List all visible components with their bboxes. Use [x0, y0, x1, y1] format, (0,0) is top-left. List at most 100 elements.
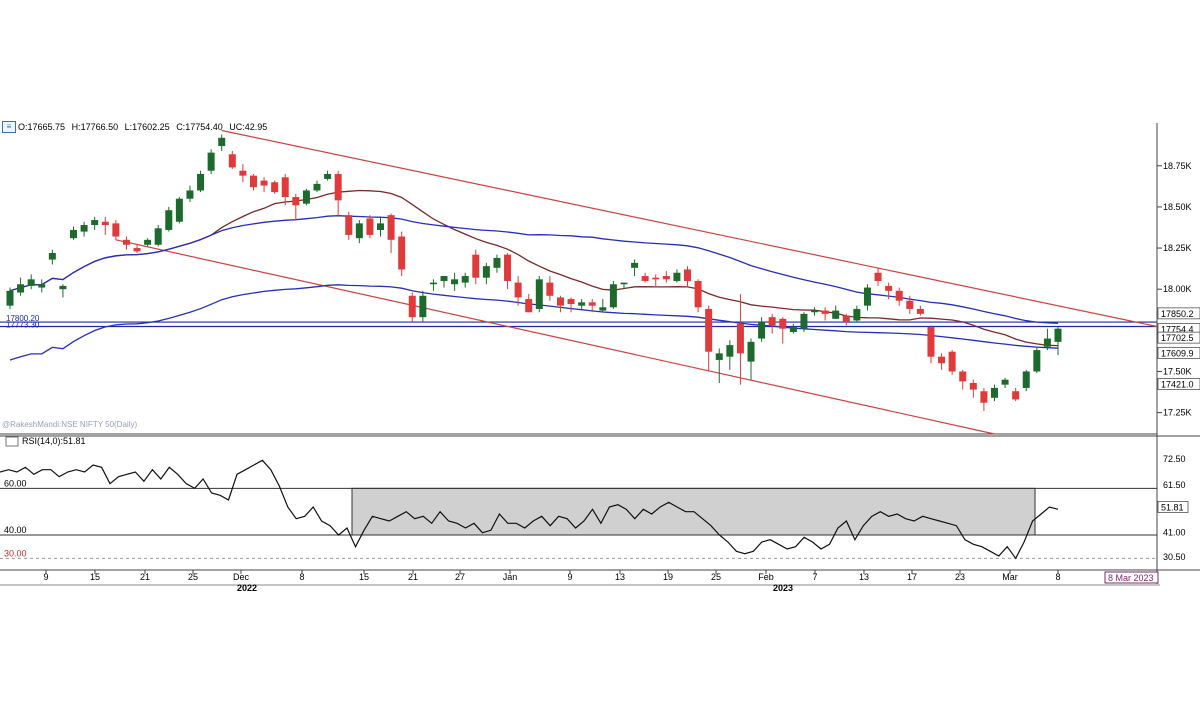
candle-body: [959, 371, 967, 382]
price-label-box: [1157, 307, 1200, 320]
candle-body: [6, 290, 14, 306]
time-tick-label: 25: [711, 572, 721, 582]
candle-body: [1001, 379, 1009, 385]
candle-body: [842, 315, 850, 323]
candle-body: [429, 282, 437, 285]
candle-body: [175, 198, 183, 222]
candle-body: [48, 252, 56, 260]
candle-body: [895, 290, 903, 301]
candle-body: [768, 317, 776, 326]
candle-body: [927, 327, 935, 357]
price-tick-label: 17.50K: [1163, 366, 1192, 376]
candle-body: [239, 170, 247, 176]
candle-body: [779, 318, 787, 329]
rsi-band-label: 40.00: [4, 525, 27, 535]
candle-body: [144, 239, 152, 245]
candle-body: [419, 295, 427, 318]
candle-body: [38, 284, 46, 288]
price-tick-label: 18.00K: [1163, 284, 1192, 294]
candle-body: [863, 287, 871, 306]
date-badge-box: [1104, 571, 1159, 584]
time-tick-label: 23: [955, 572, 965, 582]
candle-body: [366, 218, 374, 235]
candle-body: [705, 308, 713, 352]
candle-body: [504, 254, 512, 281]
candle-body: [758, 322, 766, 339]
candle-body: [59, 285, 67, 290]
candle-body: [70, 229, 78, 239]
candle-body: [313, 183, 321, 191]
candle-body: [853, 308, 861, 321]
year-label: 2022: [237, 583, 257, 593]
time-tick-label: 27: [455, 572, 465, 582]
candle-body: [631, 262, 639, 268]
candle-body: [451, 279, 459, 285]
candle-body: [271, 182, 279, 193]
candle-body: [440, 276, 448, 281]
price-label-box: [1157, 346, 1200, 359]
candle-body: [556, 297, 564, 306]
candle-body: [1012, 391, 1020, 400]
time-tick-label: 9: [567, 572, 572, 582]
rsi-label: RSI(14,0):51.81: [22, 436, 86, 446]
time-tick-label: 25: [188, 572, 198, 582]
time-tick-label: Dec: [233, 572, 250, 582]
time-tick-label: 8: [299, 572, 304, 582]
candle-body: [334, 174, 342, 201]
rsi-band-label: 30.00: [4, 548, 27, 558]
candle-body: [874, 272, 882, 281]
candle-body: [101, 221, 109, 226]
candle-body: [514, 282, 522, 298]
candle-body: [186, 190, 194, 199]
time-tick-label: 21: [408, 572, 418, 582]
candle-body: [472, 254, 480, 278]
watermark: @RakeshMandi:NSE NIFTY 50(Daily): [2, 420, 137, 429]
price-label: 17702.5: [1161, 333, 1194, 343]
candle-body: [133, 248, 141, 252]
price-label: 17609.9: [1161, 348, 1194, 358]
candle-body: [1033, 350, 1041, 372]
candle-body: [1043, 338, 1051, 347]
price-tick-label: 18.75K: [1163, 161, 1192, 171]
ma-50-line: [9, 215, 1059, 324]
candle-body: [1054, 328, 1062, 342]
candle-body: [726, 345, 734, 357]
rsi-tick-label: 30.50: [1163, 552, 1186, 562]
candle-body: [800, 313, 808, 329]
candle-body: [652, 277, 660, 280]
time-tick-label: 13: [859, 572, 869, 582]
candle-body: [398, 236, 406, 270]
time-tick-label: 19: [663, 572, 673, 582]
price-tick-label: 18.50K: [1163, 202, 1192, 212]
rsi-band-label: 60.00: [4, 478, 27, 488]
candle-body: [811, 310, 819, 313]
candle-body: [17, 284, 25, 293]
candle-body: [620, 282, 628, 285]
ohlc-high: H:17766.50: [71, 122, 119, 132]
candle-body: [355, 223, 363, 239]
time-tick-label: Feb: [758, 572, 774, 582]
candle-body: [387, 215, 395, 240]
candle-body: [567, 299, 575, 305]
candle-body: [715, 353, 723, 360]
menu-icon[interactable]: ≡: [2, 121, 16, 133]
time-tick-label: 8: [1055, 572, 1060, 582]
candle-body: [292, 197, 300, 206]
time-tick-label: Mar: [1002, 572, 1018, 582]
candle-body: [1022, 371, 1030, 388]
hline-label: 17800.20: [6, 314, 40, 323]
ohlc-low: L:17602.25: [124, 122, 170, 132]
candle-body: [736, 323, 744, 354]
candle-body: [906, 300, 914, 309]
time-tick-label: 21: [140, 572, 150, 582]
rsi-value-label: 51.81: [1161, 502, 1184, 512]
year-label: 2023: [773, 583, 793, 593]
candle-body: [525, 299, 533, 313]
price-label: 17421.0: [1161, 379, 1194, 389]
candle-body: [112, 223, 120, 237]
price-label-box: [1157, 331, 1200, 344]
candle-body: [345, 215, 353, 235]
time-tick-label: Jan: [503, 572, 518, 582]
candle-body: [662, 276, 670, 280]
